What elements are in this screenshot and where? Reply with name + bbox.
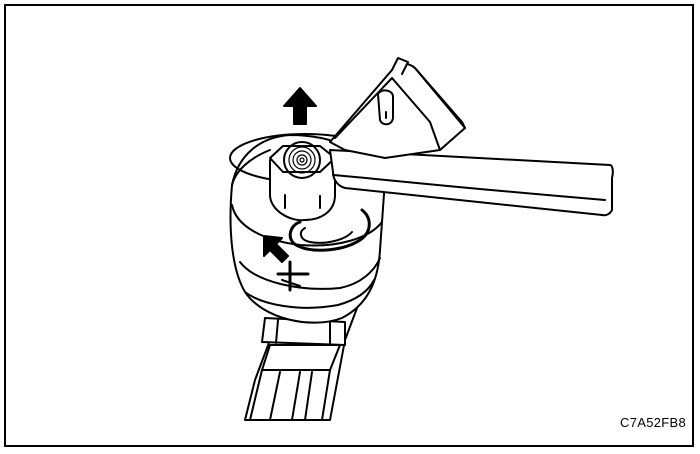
connector-plug	[329, 57, 466, 159]
figure-code-label: C7A52FB8	[620, 415, 686, 430]
arrow-up-left-icon	[263, 235, 289, 263]
alignment-mark-icon	[276, 260, 310, 292]
injector-nut	[269, 141, 371, 252]
arrow-up-icon	[283, 87, 317, 125]
figure-frame	[4, 4, 694, 447]
removal-tool	[329, 149, 614, 217]
